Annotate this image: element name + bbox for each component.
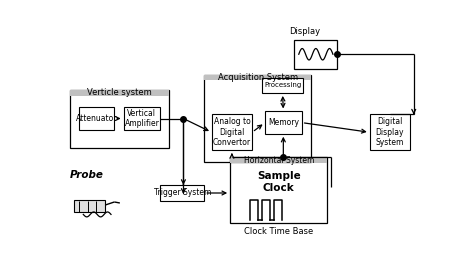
Text: Probe: Probe [70,170,103,180]
Text: Horizontal System: Horizontal System [244,156,314,165]
Text: Trigger System: Trigger System [154,188,211,197]
Bar [204,75,311,80]
Text: Acquisition System: Acquisition System [218,73,298,82]
Bar [124,107,160,130]
Text: Verticle system: Verticle system [88,88,152,97]
Text: Attenuator: Attenuator [76,114,118,123]
Bar [370,114,410,150]
Text: Digital
Display
System: Digital Display System [375,117,404,147]
Text: Display: Display [289,27,320,36]
Bar [80,107,114,130]
Bar [230,157,328,163]
Text: Memory: Memory [268,118,299,127]
Text: Clock Time Base: Clock Time Base [244,227,313,236]
Text: Sample
Clock: Sample Clock [257,171,301,193]
Bar [230,157,328,223]
Text: Processing: Processing [264,82,301,88]
Bar [294,40,337,69]
Bar [265,111,301,134]
Text: Analog to
Digital
Convertor: Analog to Digital Convertor [213,117,251,147]
Bar [70,90,170,96]
Text: Vertical
Amplifier: Vertical Amplifier [125,109,159,128]
Bar [263,78,303,93]
Bar [160,185,204,201]
Bar [74,200,105,212]
Bar [212,114,252,150]
Bar [70,90,170,148]
Bar [204,75,311,162]
